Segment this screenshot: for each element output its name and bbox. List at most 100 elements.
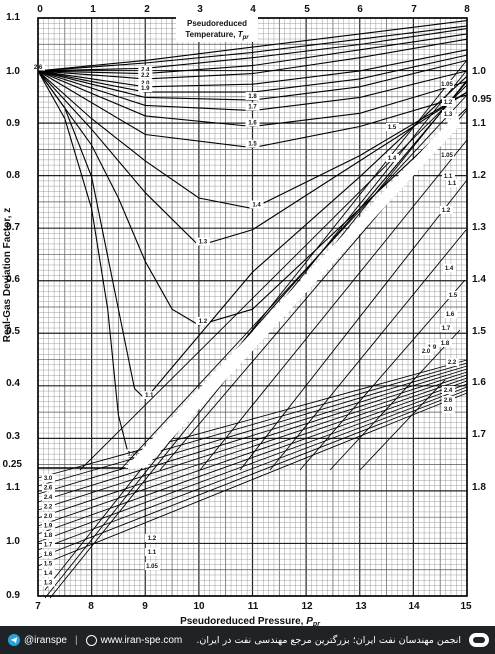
lower-left-curve-label: 1.7 <box>44 543 53 549</box>
lower-mid-curve-labels: 1.2 1.1 1.05 <box>145 534 160 570</box>
bottom-tick: 14 <box>408 601 420 612</box>
lower-left-curve-label: 1.9 <box>44 524 53 530</box>
left-lower-tick: 1.1 <box>6 482 20 493</box>
top-tick: 6 <box>357 4 363 15</box>
legend-title-prefix: Temperature, <box>185 30 237 39</box>
left-axis-lower: 1.1 1.0 0.9 <box>6 482 20 601</box>
lower-line <box>37 362 468 487</box>
telegram-handle: @iranspe <box>24 634 67 646</box>
right-curve-label: 1.7 <box>442 326 451 332</box>
right-label-bg <box>386 154 399 162</box>
lower-left-label-bg <box>42 493 55 501</box>
right-curve-label: 1.6 <box>446 312 455 318</box>
right-label-bg <box>446 179 459 187</box>
lower-left-label-bg <box>42 531 55 539</box>
curve-label-bg <box>142 391 157 400</box>
bottom-tick: 9 <box>142 601 148 612</box>
bottom-tick: 8 <box>88 601 94 612</box>
curve-label: 1.7 <box>248 105 257 111</box>
telegram-link[interactable]: @iranspe <box>8 634 67 646</box>
curve-label-bg <box>138 65 153 74</box>
family-line <box>359 379 446 471</box>
lower-left-curve-label: 2.2 <box>44 505 53 511</box>
legend-title: Pseudoreduced Temperature, Tpr <box>176 16 258 42</box>
lower-left-curve-label: 2.6 <box>44 486 53 492</box>
series-line <box>37 70 468 326</box>
curve-label-bg <box>195 317 210 326</box>
left-tick: 0.25 <box>3 459 23 470</box>
lower-left-label-bg <box>42 483 55 492</box>
top-tick: 5 <box>304 4 310 15</box>
family-line <box>44 59 468 591</box>
right-label-bg <box>441 151 454 159</box>
right-curve-label: 1.05 <box>441 82 453 88</box>
left-tick: 0.8 <box>6 170 20 181</box>
right-label-bg <box>442 405 455 413</box>
lower-left-label-bg <box>42 540 55 549</box>
family-line <box>239 179 468 471</box>
curve-label: 2.2 <box>141 73 150 79</box>
right-tick: 1.3 <box>472 222 486 233</box>
legend-title-line2: Temperature, Tpr <box>185 30 249 41</box>
right-tick: 1.8 <box>472 482 486 493</box>
legend-title-sub: pr <box>242 35 250 41</box>
right-axis: 1.8 1.7 1.6 1.5 1.4 1.3 1.2 1.1 1.0 0.95 <box>472 66 492 493</box>
curve-label: 1.5 <box>248 142 257 148</box>
right-curve-label: 2.4 <box>444 388 453 394</box>
right-curve-label: 2.2 <box>448 360 457 366</box>
right-label-bg <box>444 310 457 318</box>
right-label-bg <box>440 206 453 214</box>
top-tick: 1 <box>90 4 96 15</box>
top-tick: 3 <box>197 4 203 15</box>
right-tick: 1.6 <box>472 377 486 388</box>
lower-left-label-bg <box>42 502 55 511</box>
right-label-bg <box>386 123 399 131</box>
lower-line <box>37 365 468 495</box>
x-axis-title-var: P <box>306 616 313 626</box>
right-curve-label: 1.1 <box>444 174 453 180</box>
right-curve-label: 1.4 <box>445 266 454 272</box>
bottom-tick: 15 <box>460 601 472 612</box>
right-label-bg <box>447 291 460 299</box>
right-tick: 1.2 <box>472 170 486 181</box>
top-axis: 0 1 2 3 4 5 6 7 8 <box>37 4 470 15</box>
bottom-tick: 7 <box>35 601 41 612</box>
lower-left-curve-label: 2.4 <box>44 495 53 501</box>
lower-left-label-bg <box>42 550 55 558</box>
curve-label-bg <box>249 200 264 209</box>
website-url: www.iran-spe.com <box>100 634 183 646</box>
website-link[interactable]: www.iran-spe.com <box>85 634 183 646</box>
right-curve-label: 3.0 <box>444 407 453 413</box>
right-label-bg <box>442 110 455 118</box>
right-tick: 1.7 <box>472 429 486 440</box>
right-tick: 1.5 <box>472 326 486 337</box>
curve-label: 1.2 <box>199 319 208 325</box>
left-tick: 1.0 <box>6 66 20 77</box>
left-tick: 0.6 <box>6 274 20 285</box>
lower-left-curve-label: 1.3 <box>44 581 53 587</box>
y-axis-title: Real-Gas Deviation Factor, z <box>2 208 13 343</box>
bottom-tick: 13 <box>355 601 367 612</box>
lower-left-label-bg <box>42 521 55 530</box>
right-curve-label: 1.4 <box>388 156 397 162</box>
right-label-bg <box>442 386 455 394</box>
x-axis-title: Pseudoreduced Pressure, Ppr <box>180 616 321 626</box>
right-curve-label: 1.2 <box>444 100 453 106</box>
left-lower-tick: 0.9 <box>6 590 20 601</box>
bottom-tick: 10 <box>193 601 205 612</box>
series-line <box>37 70 468 210</box>
left-tick: 0.9 <box>6 118 20 129</box>
lower-left-curve-label: 3.0 <box>44 476 53 482</box>
right-curve-label: 1.1 <box>448 181 457 187</box>
lower-left-curve-label: 1.5 <box>44 562 53 568</box>
left-tick: 0.7 <box>6 222 20 233</box>
footer-tagline: انجمن مهندسان نفت ایران؛ بزرگترین مرجع م… <box>196 634 461 646</box>
right-tick: 1.0 <box>472 66 486 77</box>
lower-mid-label-bg <box>145 548 160 556</box>
curve-label: 1.9 <box>141 86 150 92</box>
lower-left-label-bg <box>42 512 55 520</box>
lower-line <box>37 371 468 511</box>
family-line <box>299 279 466 471</box>
globe-icon <box>85 634 97 646</box>
right-label-bg <box>442 98 455 106</box>
